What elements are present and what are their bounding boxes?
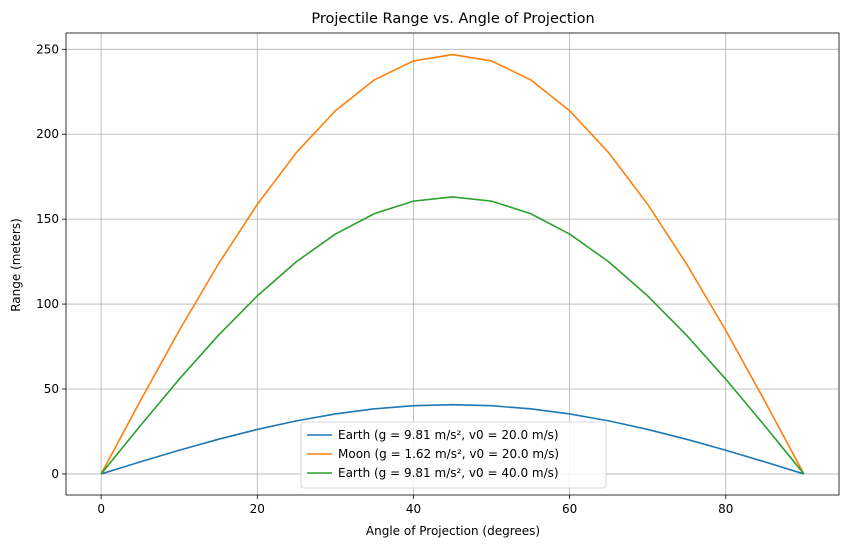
y-tick-label: 50 xyxy=(44,382,59,396)
series-lines xyxy=(100,53,805,475)
legend-label-3: Earth (g = 9.81 m/s², v0 = 40.0 m/s) xyxy=(338,466,559,480)
y-tick-label: 0 xyxy=(51,467,59,481)
y-axis-label: Range (meters) xyxy=(9,218,23,312)
x-tick-label: 0 xyxy=(97,502,105,516)
legend-label-1: Earth (g = 9.81 m/s², v0 = 20.0 m/s) xyxy=(338,428,559,442)
legend-box xyxy=(300,421,607,489)
series-line-2 xyxy=(100,53,805,475)
y-tick-label: 200 xyxy=(36,127,59,141)
x-tick-label: 20 xyxy=(250,502,265,516)
x-tick-label: 40 xyxy=(406,502,421,516)
x-tick-label: 60 xyxy=(562,502,577,516)
x-tick-label: 80 xyxy=(718,502,733,516)
y-tick-label: 100 xyxy=(36,297,59,311)
x-axis-label: Angle of Projection (degrees) xyxy=(366,524,540,538)
axis-ticks: 0 20 40 60 80 0 50 100 150 200 250 xyxy=(36,42,733,516)
y-tick-label: 250 xyxy=(36,42,59,56)
legend-label-2: Moon (g = 1.62 m/s², v0 = 20.0 m/s) xyxy=(338,447,559,461)
plot-frame xyxy=(65,32,840,496)
legend: Earth (g = 9.81 m/s², v0 = 20.0 m/s) Moon… xyxy=(300,421,607,489)
chart-title: Projectile Range vs. Angle of Projection xyxy=(311,11,594,27)
y-tick-label: 150 xyxy=(36,212,59,226)
series-line-3 xyxy=(100,196,805,475)
series-line-1 xyxy=(100,403,805,475)
